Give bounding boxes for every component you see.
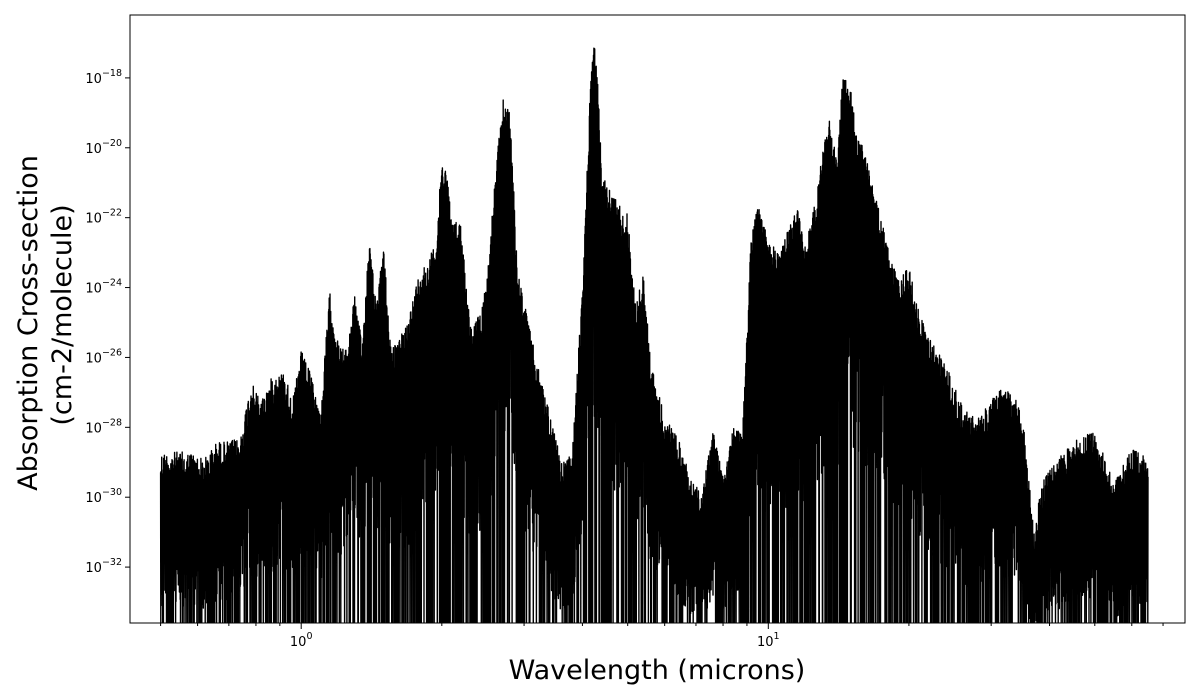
x-axis: 100 101 xyxy=(160,623,1164,650)
y-tick-label: 10−20 xyxy=(85,138,122,157)
y-tick-label: 10−26 xyxy=(85,347,122,366)
y-axis-title-line-2: (cm-2/molecule) xyxy=(47,204,78,425)
plot-frame xyxy=(129,14,1186,624)
y-tick-label: 10−30 xyxy=(85,487,122,506)
spectrum-series xyxy=(159,47,1149,623)
y-tick-label: 10−18 xyxy=(85,68,122,87)
y-tick-label: 10−22 xyxy=(85,208,122,227)
spectrum-line xyxy=(159,47,1149,623)
x-tick-label: 101 xyxy=(757,631,780,650)
x-axis-title: Wavelength (microns) xyxy=(509,655,806,686)
y-axis-title-line-1: Absorption Cross-section xyxy=(13,155,44,491)
plot-area xyxy=(129,14,1186,624)
x-tick-label: 100 xyxy=(290,631,313,650)
y-tick-label: 10−28 xyxy=(85,417,122,436)
y-tick-label: 10−24 xyxy=(85,278,122,297)
y-tick-label: 10−32 xyxy=(85,557,122,576)
y-axis: 10−18 10−20 10−22 10−24 10−26 10−28 10−30 10−32 xyxy=(85,68,130,576)
